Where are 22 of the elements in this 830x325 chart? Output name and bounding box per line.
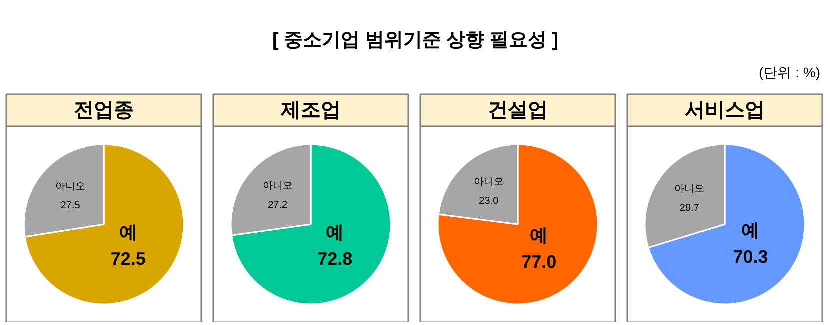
slice-label: 아니오 [474,176,504,188]
data-label: 72.5 [110,248,146,269]
data-label: 70.3 [733,247,768,268]
slice-label: 아니오 [674,184,705,195]
chart-title: 전업종 [74,100,134,122]
slice-label: 예 [530,226,548,246]
data-label: 23.0 [479,196,500,207]
data-label: 27.5 [60,200,81,212]
data-label: 29.7 [680,202,700,214]
slice-label: 예 [119,222,138,242]
chart-title: 건설업 [488,100,548,122]
chart-title: 서비스업 [685,100,765,122]
data-label: 27.2 [268,200,288,212]
slice-label: 아니오 [262,181,293,192]
slice-label: 예 [326,222,344,243]
chart-title: 제조업 [280,100,341,122]
data-label: 77.0 [522,252,557,272]
data-label: 72.8 [318,249,353,270]
slice-label: 아니오 [56,181,86,192]
slice-label: 예 [742,220,760,241]
text: [ 중소기업 범위기준 상향 필요성 ] [272,30,559,51]
text: (단위 : %) [759,64,821,80]
